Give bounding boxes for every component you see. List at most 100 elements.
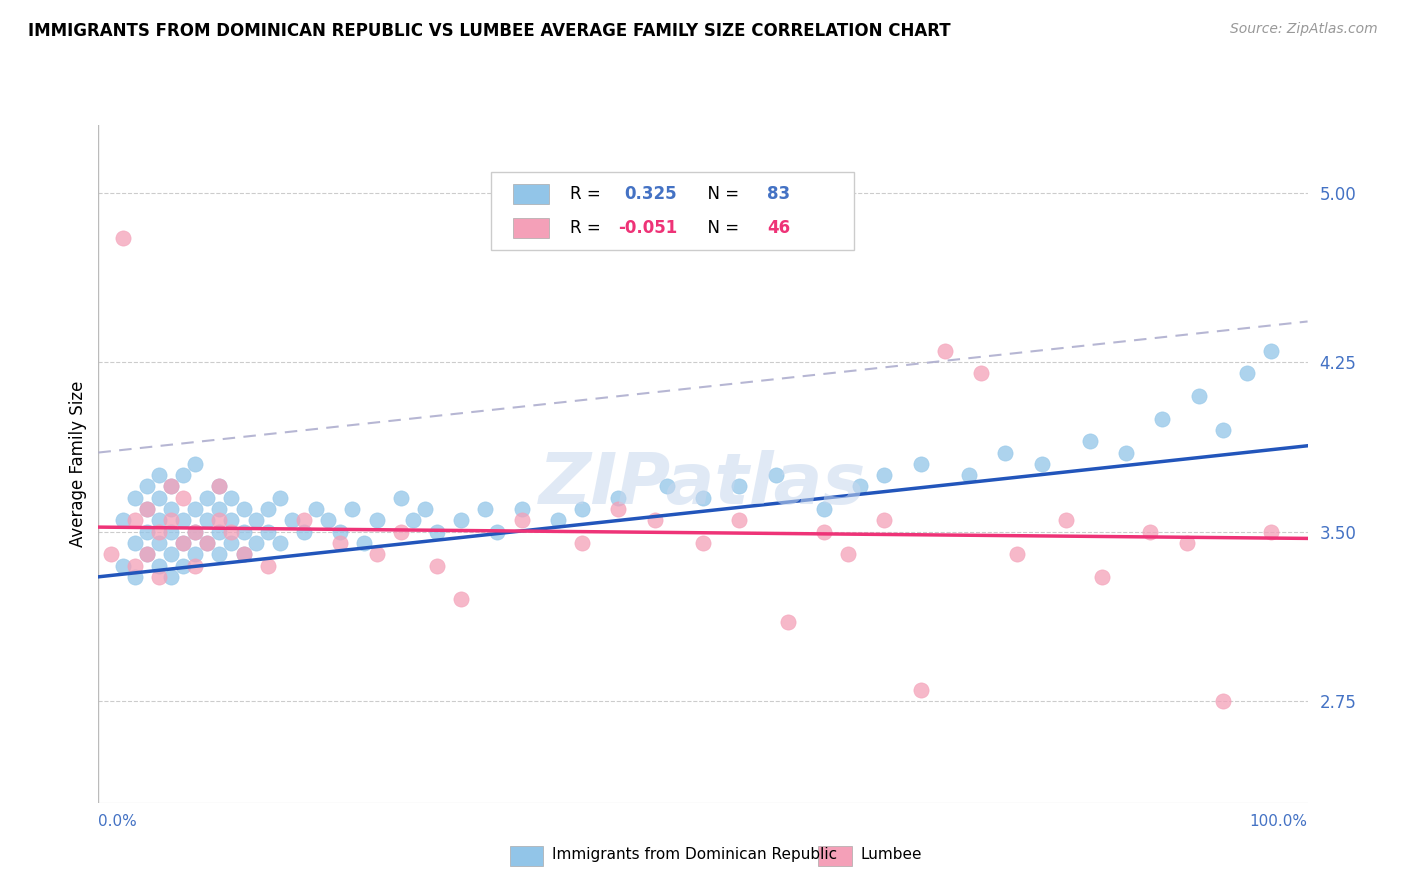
FancyBboxPatch shape xyxy=(513,184,550,204)
Point xyxy=(1115,445,1137,459)
Point xyxy=(221,513,243,527)
Y-axis label: Average Family Size: Average Family Size xyxy=(69,381,87,547)
Point xyxy=(342,502,364,516)
Point xyxy=(692,491,714,505)
Text: 100.0%: 100.0% xyxy=(1250,814,1308,829)
Point xyxy=(148,558,170,573)
Point xyxy=(208,502,231,516)
Point xyxy=(281,513,304,527)
Text: 83: 83 xyxy=(768,185,790,203)
Point xyxy=(111,231,134,245)
Text: R =: R = xyxy=(569,185,606,203)
Point xyxy=(160,479,183,493)
FancyBboxPatch shape xyxy=(509,846,543,866)
Point xyxy=(184,558,207,573)
Point xyxy=(1260,524,1282,539)
Point xyxy=(1188,389,1211,403)
Point xyxy=(148,536,170,550)
Point xyxy=(208,513,231,527)
Text: 0.325: 0.325 xyxy=(624,185,678,203)
Point xyxy=(910,457,932,471)
Point xyxy=(221,536,243,550)
Point xyxy=(135,524,157,539)
Point xyxy=(934,343,956,358)
Point xyxy=(728,479,751,493)
Point xyxy=(184,457,207,471)
Point xyxy=(135,547,157,561)
Point xyxy=(571,502,593,516)
Point xyxy=(450,513,472,527)
Point xyxy=(124,491,146,505)
Point xyxy=(655,479,678,493)
FancyBboxPatch shape xyxy=(513,218,550,238)
Point xyxy=(160,524,183,539)
Point xyxy=(1054,513,1077,527)
Point xyxy=(474,502,496,516)
Point xyxy=(510,513,533,527)
Point xyxy=(100,547,122,561)
Point xyxy=(148,468,170,483)
Point xyxy=(172,468,194,483)
Point xyxy=(195,536,218,550)
Point xyxy=(728,513,751,527)
Point xyxy=(232,524,254,539)
Point xyxy=(148,524,170,539)
Point xyxy=(172,513,194,527)
Point xyxy=(172,536,194,550)
Point xyxy=(172,536,194,550)
Point xyxy=(366,547,388,561)
Point xyxy=(389,491,412,505)
Text: Lumbee: Lumbee xyxy=(860,847,922,863)
Point xyxy=(160,547,183,561)
Point xyxy=(329,524,352,539)
Point xyxy=(208,479,231,493)
Point xyxy=(486,524,509,539)
Point xyxy=(135,547,157,561)
Point xyxy=(873,468,896,483)
Point xyxy=(1260,343,1282,358)
Point xyxy=(245,536,267,550)
Text: Immigrants from Dominican Republic: Immigrants from Dominican Republic xyxy=(553,847,837,863)
Point xyxy=(571,536,593,550)
Point xyxy=(1212,694,1234,708)
Point xyxy=(184,524,207,539)
Point xyxy=(221,524,243,539)
Point xyxy=(292,524,315,539)
Point xyxy=(366,513,388,527)
Point xyxy=(1152,411,1174,425)
Point xyxy=(402,513,425,527)
Point xyxy=(208,524,231,539)
Point xyxy=(1236,367,1258,381)
Point xyxy=(135,502,157,516)
Point xyxy=(450,592,472,607)
Point xyxy=(208,547,231,561)
Point xyxy=(776,615,799,629)
Point xyxy=(644,513,666,527)
Point xyxy=(172,491,194,505)
Point xyxy=(195,513,218,527)
Point xyxy=(111,513,134,527)
Point xyxy=(184,502,207,516)
Point xyxy=(135,502,157,516)
Point xyxy=(172,558,194,573)
Point xyxy=(607,491,630,505)
Point xyxy=(195,536,218,550)
Point xyxy=(148,513,170,527)
Point xyxy=(510,502,533,516)
Point xyxy=(160,570,183,584)
Point xyxy=(148,491,170,505)
Text: 46: 46 xyxy=(768,219,790,237)
Point xyxy=(184,524,207,539)
Point xyxy=(316,513,339,527)
Point xyxy=(1007,547,1029,561)
Point xyxy=(269,536,291,550)
Point xyxy=(957,468,980,483)
Point xyxy=(1078,434,1101,449)
Point xyxy=(256,502,278,516)
Point xyxy=(160,502,183,516)
Point xyxy=(208,479,231,493)
Point xyxy=(269,491,291,505)
FancyBboxPatch shape xyxy=(818,846,852,866)
Point xyxy=(232,547,254,561)
Point xyxy=(413,502,436,516)
